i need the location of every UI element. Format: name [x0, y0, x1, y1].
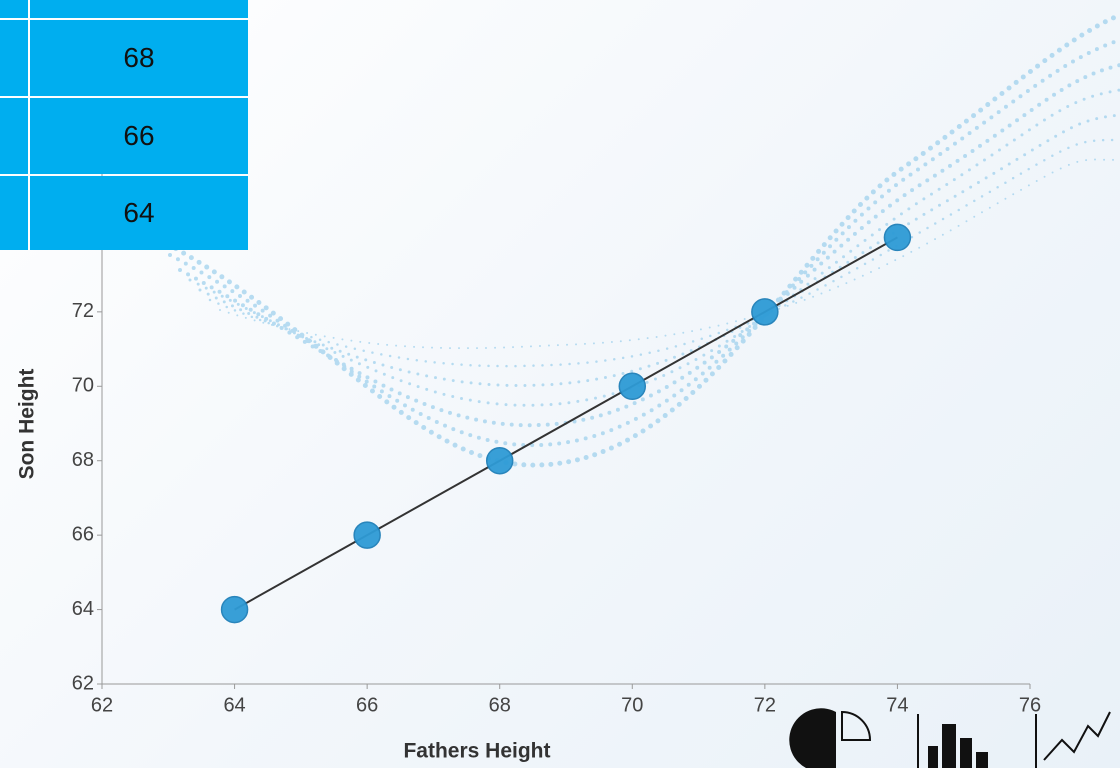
trendline: [234, 236, 898, 611]
x-tick-label: 74: [886, 694, 908, 716]
point: [751, 298, 779, 326]
point: [220, 595, 249, 624]
x-tick-label: 68: [489, 694, 511, 716]
y-tick-label: 70: [72, 375, 94, 397]
table-cell: 64: [30, 176, 248, 250]
table-row: 64: [0, 176, 248, 250]
y-tick-label: 72: [72, 300, 94, 322]
x-axis-title: Fathers Height: [403, 740, 550, 763]
table-cell: 68: [30, 20, 248, 96]
point: [353, 521, 381, 549]
point: [618, 372, 647, 401]
x-tick-label: 66: [356, 694, 378, 716]
y-tick-label: 62: [72, 672, 94, 694]
x-tick-label: 64: [223, 694, 245, 716]
icons: [789, 708, 1111, 768]
x-tick-label: 76: [1019, 694, 1041, 716]
table-row: [0, 0, 248, 18]
table-cell: 66: [30, 98, 248, 174]
y-axis-title: Son Height: [16, 369, 39, 480]
point: [883, 223, 912, 252]
y-tick-label: 68: [72, 449, 94, 471]
point: [485, 446, 514, 475]
table-row: 66: [0, 98, 248, 174]
x-tick-label: 72: [754, 694, 776, 716]
y-tick-label: 66: [72, 523, 94, 545]
table-row: 68: [0, 20, 248, 96]
y-tick-label: 64: [72, 598, 94, 620]
x-tick-label: 70: [621, 694, 643, 716]
x-tick-label: 62: [91, 694, 113, 716]
